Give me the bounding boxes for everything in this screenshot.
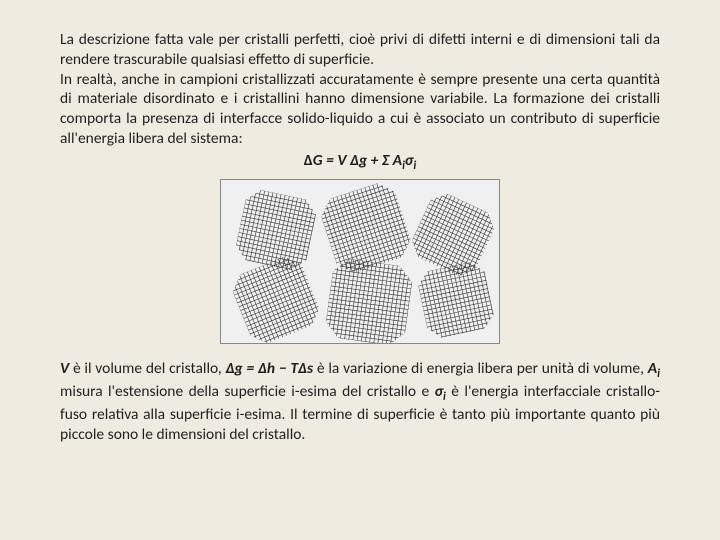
paragraph-1: La descrizione fatta vale per cristalli …	[60, 30, 660, 70]
slide-content: La descrizione fatta vale per cristalli …	[60, 30, 660, 445]
formula: ΔG = V Δg + Σ Aiσi	[60, 151, 660, 173]
paragraph-2: In realtà, anche in campioni cristallizz…	[60, 70, 660, 149]
crystallites-diagram	[60, 179, 660, 349]
paragraph-3: V è il volume del cristallo, Δg = Δh − T…	[60, 359, 660, 445]
